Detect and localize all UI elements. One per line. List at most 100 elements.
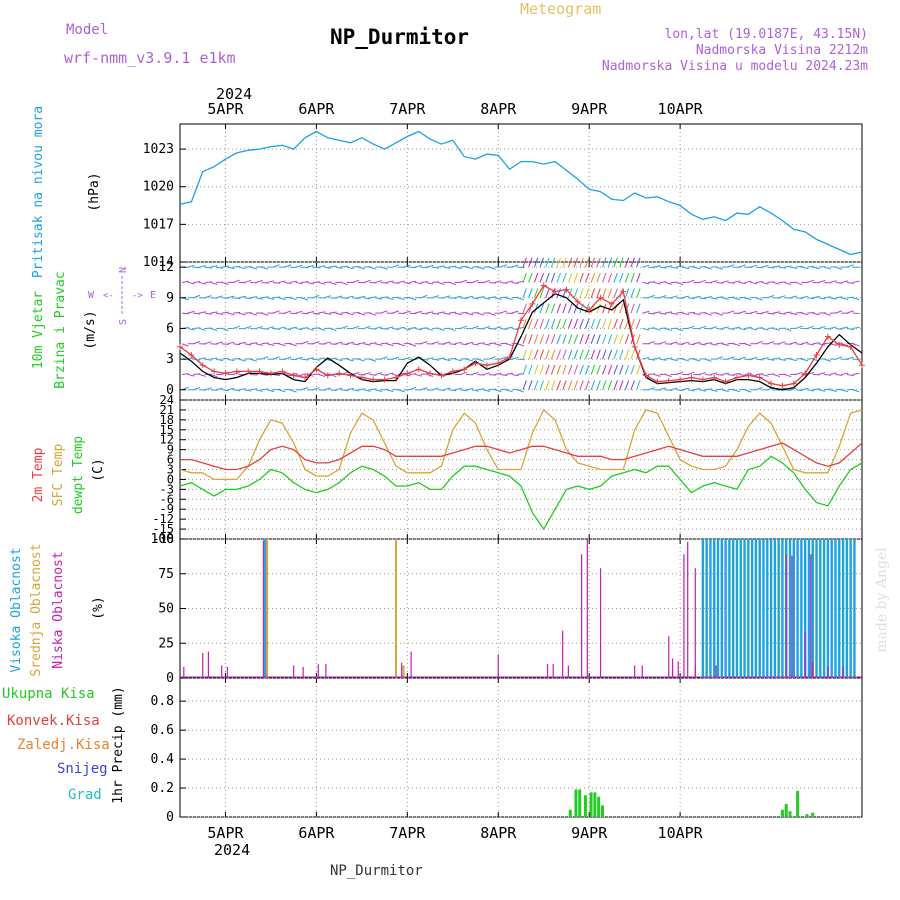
wind-barb: [630, 288, 635, 298]
wind-barb: [545, 288, 550, 298]
wind-barb: [653, 327, 661, 331]
low-cloud-bar: [207, 651, 210, 678]
wind-barb: [579, 288, 584, 298]
high-cloud-bar: [735, 539, 739, 678]
wind-barb: [676, 371, 684, 375]
wind-barb: [454, 358, 462, 362]
y-tick-label: 6: [167, 453, 174, 467]
wind-barb: [272, 264, 280, 268]
wind-barb: [852, 343, 860, 347]
wind-barb: [250, 358, 258, 362]
wind-barb: [642, 310, 650, 314]
wind-barb: [636, 303, 641, 314]
wind-barb: [579, 334, 584, 344]
low-cloud-bar: [317, 664, 319, 678]
high-cloud-bar: [701, 539, 705, 678]
y-tick-label: 3: [167, 463, 174, 477]
wind-barb: [392, 310, 400, 314]
low-cloud-bar: [546, 664, 549, 678]
wind-barb: [233, 389, 241, 392]
wind-barb: [301, 373, 309, 375]
wind-barb: [505, 343, 513, 347]
wind-barb: [341, 265, 349, 268]
wind-barb: [710, 389, 718, 392]
wind-barb: [397, 297, 405, 301]
wind-barb: [505, 297, 513, 301]
wind-barb: [329, 265, 337, 268]
wind-barb: [278, 343, 286, 347]
wind-barb: [590, 318, 596, 329]
wind-barb: [431, 312, 440, 315]
wind-barb: [596, 364, 601, 375]
wind-barb: [590, 364, 596, 375]
high-cloud-bar: [841, 539, 845, 678]
wind-barb: [533, 318, 539, 329]
wind-barb: [801, 341, 809, 345]
wind-barb: [363, 279, 371, 283]
wind-barb: [181, 373, 189, 375]
high-cloud-bar: [803, 539, 807, 678]
bottom-day-label: 8APR: [480, 824, 517, 842]
wind-barb: [659, 341, 667, 345]
low-cloud-bar: [262, 540, 264, 678]
wind-barb: [369, 358, 377, 362]
wind-barb: [460, 358, 468, 360]
wind-barb: [704, 312, 712, 316]
wind-barb: [210, 281, 218, 285]
wind-barb: [301, 312, 309, 315]
elevation-text: Nadmorska Visina 2212m: [696, 43, 868, 58]
wind-barb: [653, 281, 661, 285]
wind-barb: [346, 295, 354, 299]
wind-barb: [460, 325, 468, 329]
wind-barb: [596, 257, 601, 268]
wind-barb: [477, 358, 485, 362]
wind-barb: [619, 257, 624, 268]
wind-barb: [460, 371, 468, 375]
wind-barb: [352, 297, 360, 300]
wind-barb: [250, 296, 258, 299]
wind-barb: [755, 297, 763, 301]
high-cloud-bar: [792, 539, 795, 678]
wind-barb: [624, 288, 630, 298]
wind-barb: [727, 373, 735, 376]
wind-barb: [420, 312, 428, 315]
wind-barb: [539, 364, 544, 375]
wind-barb: [778, 266, 786, 269]
model-name: wrf-nmm_v3.9.1 e1km: [64, 49, 236, 67]
wind-barb: [585, 318, 590, 329]
wind-barb: [221, 265, 229, 268]
wind-barb: [545, 364, 550, 375]
temp-label-2: SFC Temp: [51, 444, 66, 507]
wind-label-1: 10m Vjetar: [31, 291, 46, 369]
wind-barb: [579, 318, 584, 329]
wind-barb: [824, 373, 832, 376]
low-cloud-bar: [671, 658, 674, 678]
bottom-day-label: 5APR: [207, 824, 244, 842]
wind-barb: [789, 341, 798, 345]
low-cloud-bar: [497, 654, 499, 678]
wind-barb: [807, 312, 815, 314]
wind-barb: [562, 349, 567, 360]
sfc-temp-line: [179, 408, 863, 481]
wind-barb: [539, 318, 544, 329]
high-cloud-bar: [838, 539, 841, 678]
y-tick-label: 100: [151, 532, 174, 547]
wind-barb: [318, 357, 326, 360]
wind-barb: [511, 281, 519, 284]
bottom-year-label: 2024: [214, 841, 250, 859]
wind-barb: [432, 281, 440, 283]
wind-barb: [624, 272, 630, 283]
wind-barb: [630, 364, 635, 375]
wind-barb: [426, 265, 434, 268]
wind-barb: [579, 380, 584, 390]
wind-barb: [721, 280, 729, 283]
wind-barb: [449, 343, 457, 345]
low-cloud-bar: [842, 666, 844, 678]
wind-barb: [562, 272, 567, 283]
wind-barb: [818, 297, 826, 300]
wind-barb: [193, 373, 201, 375]
precip-bar: [788, 811, 792, 817]
wind-barb: [533, 364, 539, 375]
wind-barb: [630, 257, 635, 268]
dewpt-line: [179, 455, 863, 531]
